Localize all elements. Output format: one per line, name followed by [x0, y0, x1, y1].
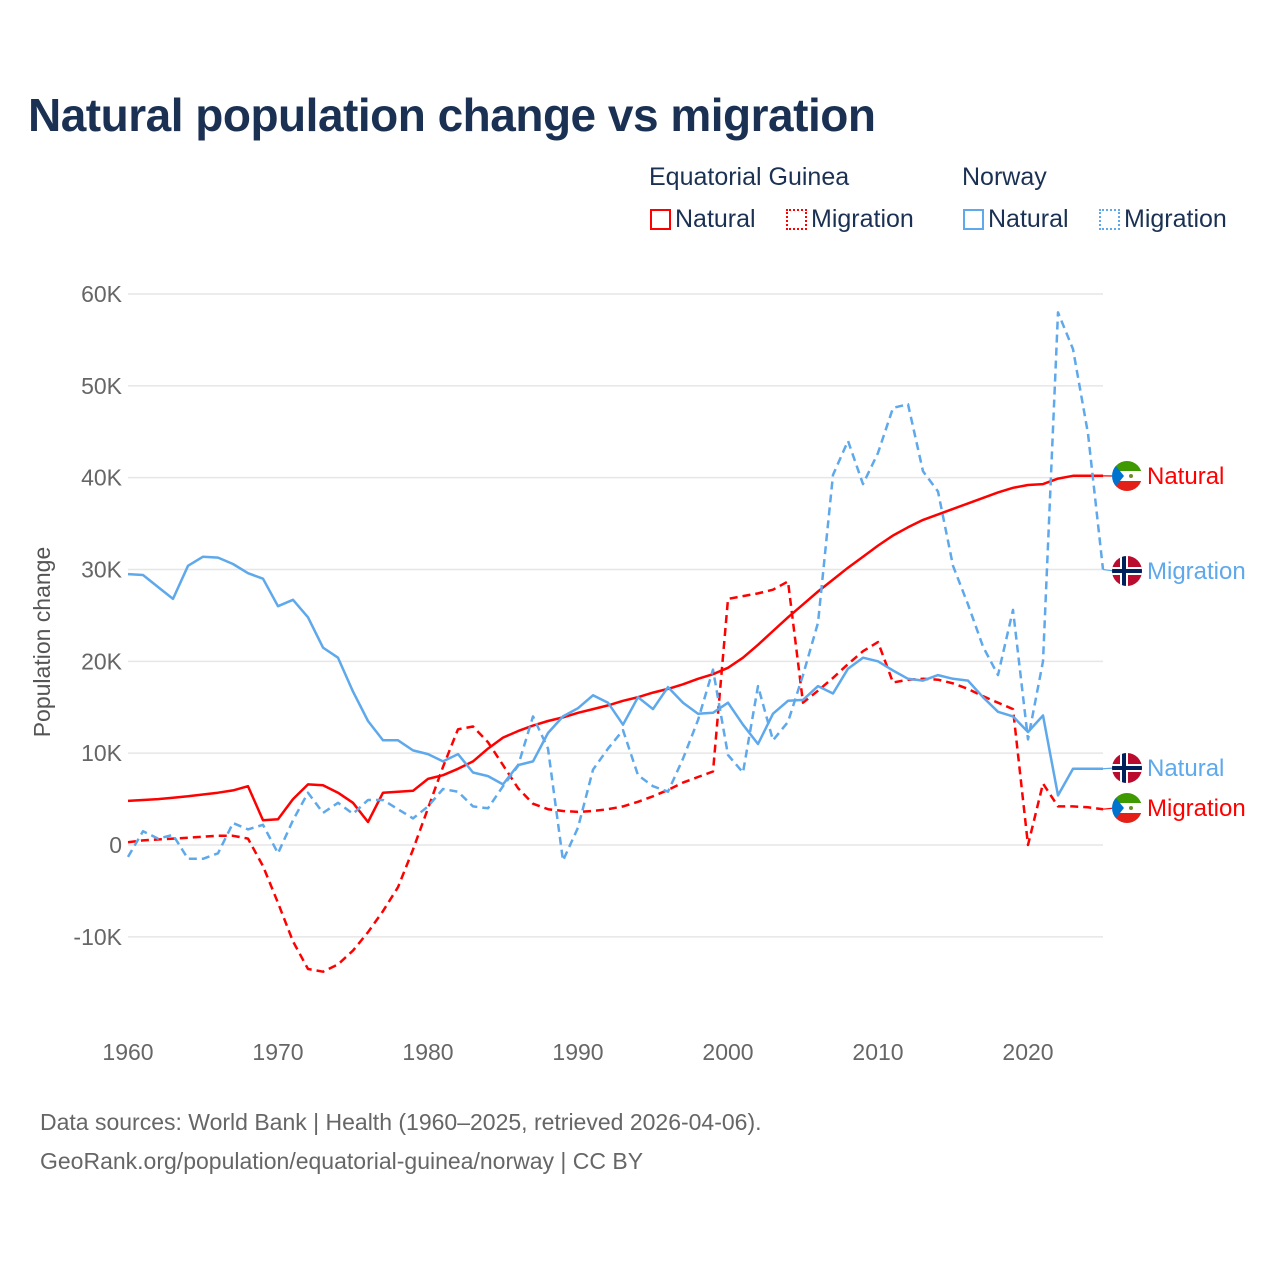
series-lines [126, 311, 1105, 973]
legend-item-no-migration[interactable]: Migration [1099, 205, 1227, 234]
equatorial-guinea-flag-icon [1112, 793, 1142, 823]
series-line-norway-natural [127, 555, 1103, 797]
series-line-norway-migration [126, 311, 1105, 862]
y-tick-label: 20K [81, 648, 123, 674]
y-tick-label: 0 [109, 832, 122, 858]
norway-flag-icon [1112, 753, 1142, 783]
x-tick-label: 2000 [702, 1039, 753, 1065]
y-axis-ticks: -10K 0 10K 20K 30K 40K 50K 60K [73, 281, 122, 950]
legend-group-equatorial-guinea: Equatorial Guinea [649, 163, 850, 191]
x-tick-label: 1970 [252, 1039, 303, 1065]
y-tick-label: 50K [81, 373, 123, 399]
gridlines [128, 293, 1103, 938]
source-line-2[interactable]: GeoRank.org/population/equatorial-guinea… [40, 1148, 644, 1174]
legend-swatch-solid [650, 209, 671, 230]
legend-item-eg-natural[interactable]: Natural [650, 205, 756, 234]
y-tick-label: 40K [81, 465, 123, 491]
x-axis-ticks: 1960 1970 1980 1990 2000 2010 2020 [102, 1039, 1053, 1065]
legend-label: Natural [675, 205, 756, 233]
legend-label: Migration [1124, 205, 1227, 233]
end-label: Migration [1147, 795, 1246, 822]
equatorial-guinea-flag-icon [1112, 461, 1142, 491]
y-tick-label: 30K [81, 557, 123, 583]
end-label: Migration [1147, 558, 1246, 585]
legend-label: Natural [988, 205, 1069, 233]
norway-flag-icon [1112, 556, 1142, 586]
x-tick-label: 1980 [402, 1039, 453, 1065]
legend-group-norway: Norway [962, 163, 1047, 191]
legend-item-no-natural[interactable]: Natural [963, 205, 1069, 234]
end-label: Natural [1147, 463, 1224, 490]
series-line-equatorial-guinea-migration [127, 580, 1104, 973]
legend-label: Migration [811, 205, 914, 233]
legend-swatch-solid [963, 209, 984, 230]
series-line-equatorial-guinea-natural [127, 474, 1103, 824]
legend-swatch-dotted [786, 209, 807, 230]
y-tick-label: 10K [81, 740, 123, 766]
source-line-1: Data sources: World Bank | Health (1960–… [40, 1109, 762, 1135]
x-tick-label: 1990 [552, 1039, 603, 1065]
y-tick-label: 60K [81, 281, 123, 307]
x-tick-label: 2010 [852, 1039, 903, 1065]
y-axis-label: Population change [29, 547, 55, 738]
chart-title: Natural population change vs migration [28, 89, 876, 141]
end-labels: Natural Migration Natural Migration [1102, 461, 1246, 823]
y-tick-label: -10K [73, 924, 122, 950]
x-tick-label: 2020 [1002, 1039, 1053, 1065]
end-label: Natural [1147, 755, 1224, 782]
x-tick-label: 1960 [102, 1039, 153, 1065]
legend-swatch-dotted [1099, 209, 1120, 230]
legend-item-eg-migration[interactable]: Migration [786, 205, 914, 234]
